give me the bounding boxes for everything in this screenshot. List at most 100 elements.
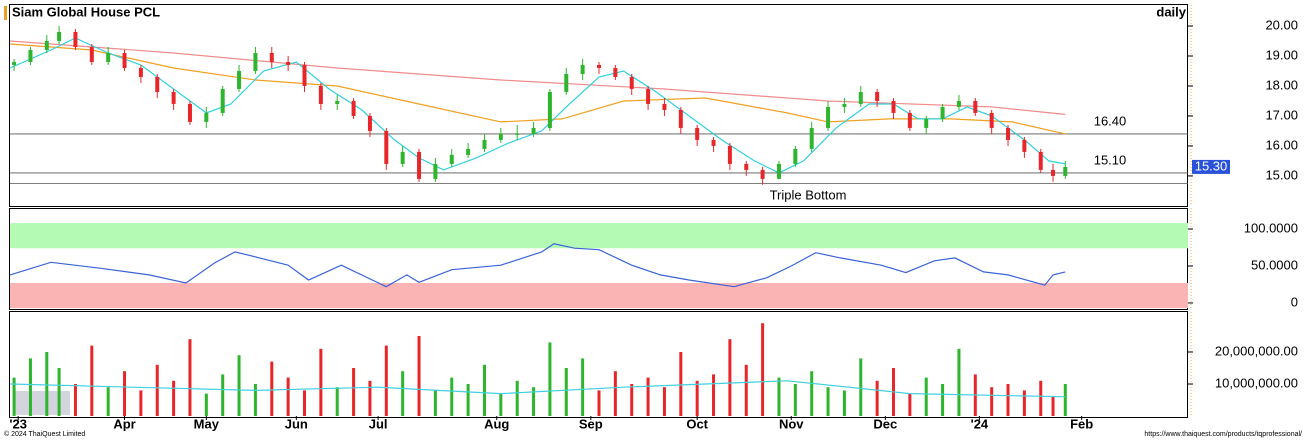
candle-body xyxy=(515,133,520,135)
volume-bar xyxy=(253,384,257,416)
candle-body xyxy=(44,40,49,50)
volume-bar xyxy=(777,377,781,416)
volume-bar xyxy=(57,368,61,416)
candle-body xyxy=(433,163,438,179)
x-tick-label: '23 xyxy=(9,416,27,431)
volume-bar xyxy=(221,374,225,416)
volume-bar xyxy=(761,323,765,416)
y-tick-label: 100.0000 xyxy=(1244,220,1298,235)
candle-body xyxy=(318,85,323,104)
volume-bar xyxy=(1022,390,1026,416)
volume-bar xyxy=(73,384,77,416)
candle-body xyxy=(891,100,896,113)
candle-body xyxy=(629,76,634,89)
candle-body xyxy=(269,52,274,62)
price-panel xyxy=(9,4,1188,207)
volume-average xyxy=(9,380,1066,398)
volume-bar xyxy=(728,339,732,416)
volume-bar xyxy=(924,377,928,416)
candle-body xyxy=(384,130,389,164)
volume-bar xyxy=(28,358,32,416)
rsi-band xyxy=(10,223,1188,249)
annotation: Triple Bottom xyxy=(770,187,847,202)
x-tick-label: Sep xyxy=(579,416,603,431)
candle-body xyxy=(564,73,569,92)
y-tick-label: 16.00 xyxy=(1265,137,1298,152)
volume-bar xyxy=(1039,380,1043,416)
volume-bar xyxy=(941,384,945,416)
volume-bar xyxy=(450,377,454,416)
volume-bar xyxy=(679,352,683,416)
candle-body xyxy=(302,64,307,86)
chart-title: Siam Global House PCL xyxy=(12,4,160,19)
volume-bar xyxy=(188,339,192,416)
volume-bar xyxy=(875,380,879,416)
volume-bar xyxy=(172,380,176,416)
volume-bar xyxy=(204,393,208,416)
volume-bar xyxy=(957,348,961,416)
candle-body xyxy=(907,112,912,128)
volume-bar xyxy=(1051,396,1055,416)
last-price-label: 15.30 xyxy=(1195,158,1228,173)
volume-bar xyxy=(433,390,437,416)
volume-bar xyxy=(270,361,274,416)
volume-bar xyxy=(90,345,94,416)
candle-body xyxy=(220,88,225,113)
volume-bar xyxy=(859,358,863,416)
footer-right: https://www.thaiquest.com/products/tqpro… xyxy=(1144,431,1302,438)
candle-body xyxy=(73,31,78,47)
y-tick-label: 15.00 xyxy=(1265,167,1298,182)
candle-body xyxy=(711,139,716,146)
candle-body xyxy=(924,118,929,128)
y-tick-label: 10,000,000.00 xyxy=(1215,375,1298,390)
candle-body xyxy=(776,163,781,179)
volume-bar xyxy=(319,348,323,416)
volume-bar xyxy=(515,380,519,416)
chart-subtitle: daily xyxy=(1156,4,1186,19)
volume-bar xyxy=(401,371,405,416)
volume-bar xyxy=(908,393,912,416)
candle-body xyxy=(400,151,405,164)
volume-bar xyxy=(466,384,470,416)
volume-bar xyxy=(744,364,748,416)
candle-body xyxy=(466,148,471,155)
x-tick-label: Apr xyxy=(113,416,135,431)
x-tick-label: Feb xyxy=(1070,416,1093,431)
candle-body xyxy=(1051,169,1056,176)
logo xyxy=(14,391,70,415)
support-label: 15.10 xyxy=(1094,152,1127,167)
y-tick-label: 18.00 xyxy=(1265,77,1298,92)
volume-bar xyxy=(793,384,797,416)
candle-body xyxy=(809,127,814,149)
volume-bar xyxy=(45,352,49,416)
candle-body xyxy=(367,115,372,131)
candle-body xyxy=(12,61,17,65)
candle-body xyxy=(417,151,422,179)
candle-body xyxy=(793,148,798,164)
volume-bar xyxy=(646,377,650,416)
candle-body xyxy=(580,64,585,74)
support-label: 16.40 xyxy=(1094,113,1127,128)
x-tick-label: Nov xyxy=(779,416,804,431)
candle-body xyxy=(335,100,340,104)
candle-body xyxy=(1006,127,1011,140)
volume-bar xyxy=(368,380,372,416)
volume-bar xyxy=(303,390,306,416)
rsi-line xyxy=(9,243,1066,288)
candle-body xyxy=(858,91,863,104)
candle-body xyxy=(138,67,143,77)
candle-body xyxy=(695,127,700,140)
volume-bar xyxy=(810,371,814,416)
footer-left: © 2024 ThaiQuest Limited xyxy=(4,430,85,438)
candle-body xyxy=(351,100,356,116)
candle-body xyxy=(1022,139,1027,152)
volume-bar xyxy=(548,342,552,416)
candle-body xyxy=(122,52,127,68)
candle-body xyxy=(286,61,291,65)
volume-bar xyxy=(613,371,617,416)
candle-body xyxy=(1063,166,1068,176)
x-tick-label: Dec xyxy=(873,416,897,431)
candle-body xyxy=(498,133,503,140)
